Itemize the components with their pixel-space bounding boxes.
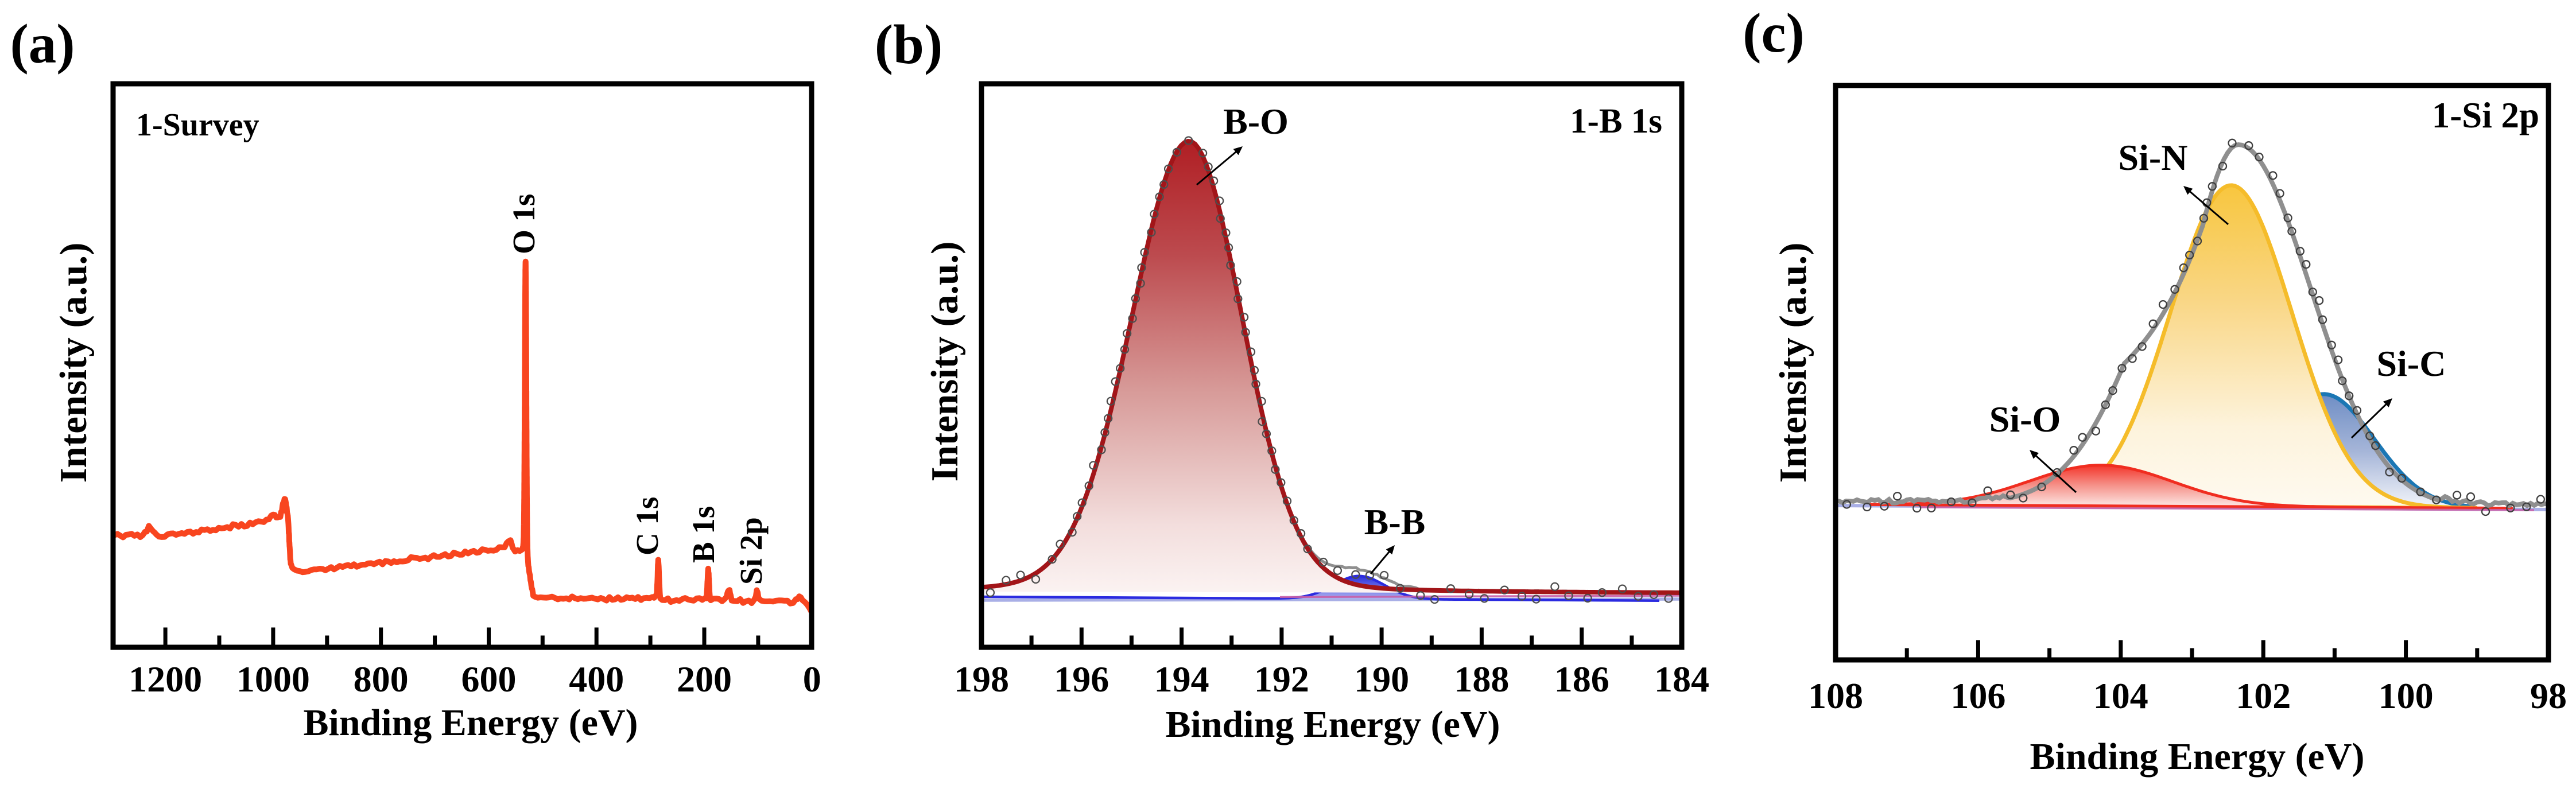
svg-text:Si-O: Si-O — [1989, 399, 2061, 440]
svg-text:(a): (a) — [10, 13, 75, 75]
svg-text:800: 800 — [354, 659, 409, 699]
svg-text:(c): (c) — [1743, 2, 1805, 64]
svg-text:184: 184 — [1654, 659, 1709, 699]
svg-text:1-Survey: 1-Survey — [136, 107, 259, 143]
svg-text:1-Si 2p: 1-Si 2p — [2432, 95, 2539, 135]
svg-text:0: 0 — [803, 659, 821, 699]
svg-text:194: 194 — [1154, 659, 1209, 699]
svg-text:102: 102 — [2236, 675, 2291, 716]
svg-text:1-B 1s: 1-B 1s — [1570, 102, 1662, 141]
svg-text:Si-C: Si-C — [2377, 343, 2446, 384]
svg-text:100: 100 — [2379, 675, 2434, 716]
svg-text:B-B: B-B — [1364, 502, 1426, 542]
svg-text:Binding Energy (eV): Binding Energy (eV) — [303, 702, 638, 744]
svg-text:196: 196 — [1054, 659, 1109, 699]
svg-text:Intensity (a.u.): Intensity (a.u.) — [924, 242, 966, 482]
svg-text:1200: 1200 — [129, 659, 202, 699]
svg-text:Binding Energy (eV): Binding Energy (eV) — [1165, 704, 1500, 745]
svg-text:190: 190 — [1354, 659, 1409, 699]
svg-text:104: 104 — [2093, 675, 2148, 716]
svg-text:B-O: B-O — [1223, 101, 1289, 142]
svg-text:192: 192 — [1254, 659, 1309, 699]
svg-text:188: 188 — [1454, 659, 1509, 699]
svg-text:O 1s: O 1s — [506, 194, 541, 254]
svg-text:1000: 1000 — [236, 659, 310, 699]
svg-text:Si-N: Si-N — [2119, 137, 2188, 178]
svg-text:400: 400 — [569, 659, 624, 699]
svg-text:Intensity (a.u.): Intensity (a.u.) — [1772, 243, 1814, 483]
svg-text:198: 198 — [954, 659, 1009, 699]
svg-text:C 1s: C 1s — [630, 497, 665, 555]
svg-text:600: 600 — [461, 659, 516, 699]
svg-text:B 1s: B 1s — [686, 506, 721, 563]
svg-text:98: 98 — [2530, 675, 2567, 716]
svg-text:106: 106 — [1950, 675, 2005, 716]
svg-text:Intensity (a.u.): Intensity (a.u.) — [52, 243, 95, 483]
svg-text:Binding Energy (eV): Binding Energy (eV) — [2030, 736, 2364, 778]
svg-text:(b): (b) — [875, 14, 943, 75]
svg-text:186: 186 — [1554, 659, 1609, 699]
svg-text:Si 2p: Si 2p — [734, 517, 769, 585]
svg-text:108: 108 — [1808, 675, 1863, 716]
svg-text:200: 200 — [677, 659, 732, 699]
